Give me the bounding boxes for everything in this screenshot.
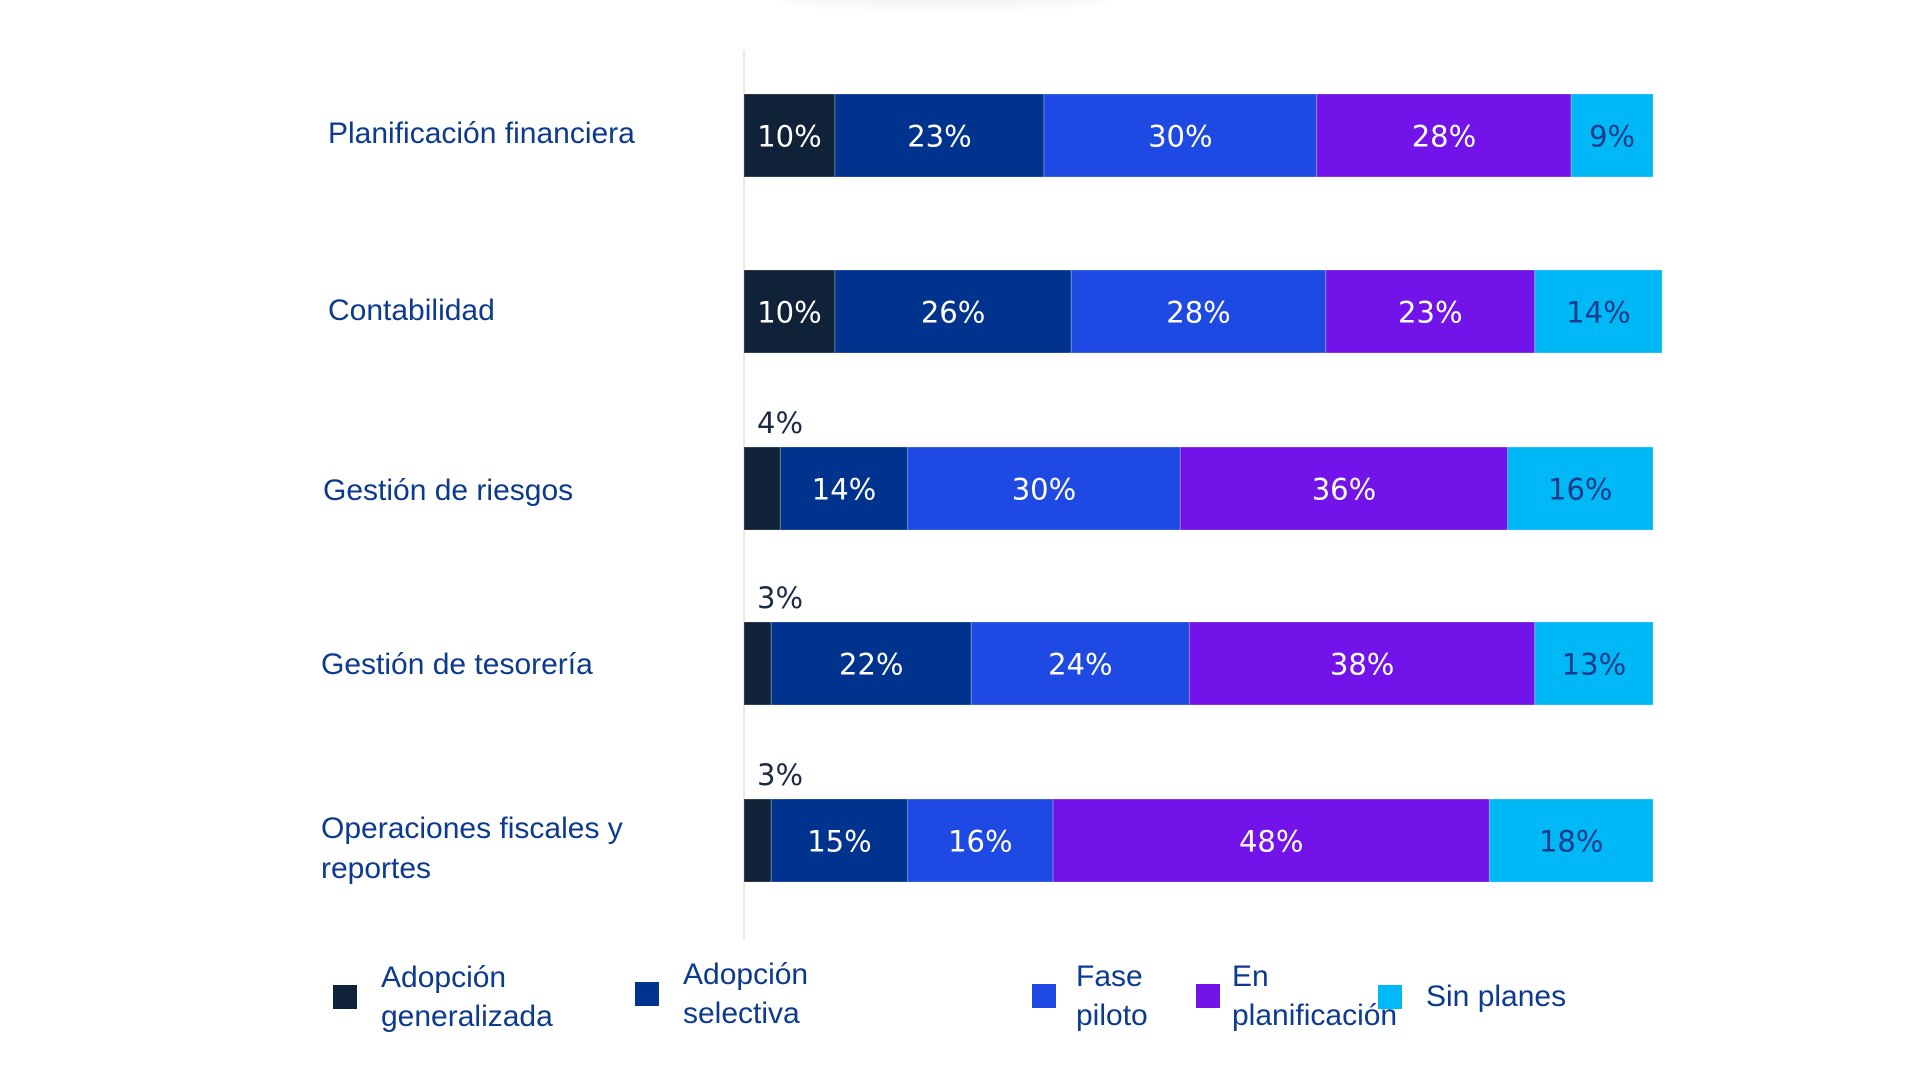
data-label: 14% <box>1566 296 1630 330</box>
bar-segment-sin-planes <box>1534 621 1654 706</box>
bar-group-planificacion-financiera: 10% 23% 30% 28% 9% <box>743 93 1654 178</box>
data-label: 23% <box>907 120 971 154</box>
bar-segment-en-planificacion <box>1325 269 1536 354</box>
data-label: 36% <box>1312 473 1376 507</box>
data-label: 30% <box>1012 473 1076 507</box>
category-label-operaciones-fiscales: Operaciones fiscales y reportes <box>321 812 623 885</box>
bar-group-gestion-de-riesgos: 4% 14% 30% 36% 16% <box>743 406 1654 531</box>
category-label-contabilidad: Contabilidad <box>328 294 495 327</box>
bar-group-gestion-de-tesoreria: 3% 22% 24% 38% 13% <box>743 581 1654 706</box>
legend-label: En planificación <box>1232 960 1398 1032</box>
bar-segment-adopcion-generalizada <box>743 621 772 706</box>
legend-label: Sin planes <box>1426 980 1567 1013</box>
bar-segment-fase-piloto <box>1043 93 1318 178</box>
bar-segment-adopcion-generalizada <box>743 93 836 178</box>
data-label: 16% <box>948 825 1012 859</box>
bar-segment-adopcion-selectiva <box>834 269 1072 354</box>
data-label: 16% <box>1548 473 1612 507</box>
bar-segment-adopcion-selectiva <box>834 93 1045 178</box>
data-label: 14% <box>812 473 876 507</box>
legend-swatch <box>635 982 659 1006</box>
bar-segment-en-planificacion <box>1052 798 1490 883</box>
data-label: 22% <box>839 648 903 682</box>
legend-item-en-planificacion: En planificación <box>1196 957 1397 1035</box>
legend-item-adopcion-generalizada: Adopción generalizada <box>333 958 553 1036</box>
legend-label: Fase piloto <box>1076 960 1148 1032</box>
data-label: 10% <box>757 296 821 330</box>
data-label: 26% <box>921 296 985 330</box>
bar-segment-en-planificacion <box>1179 446 1509 531</box>
bar-segment-sin-planes <box>1570 93 1654 178</box>
legend-swatch <box>1378 984 1402 1009</box>
data-label: 38% <box>1330 648 1394 682</box>
data-label: 9% <box>1589 120 1635 154</box>
legend-item-fase-piloto: Fase piloto <box>1032 957 1148 1035</box>
data-label: 13% <box>1562 648 1626 682</box>
data-label: 3% <box>757 581 803 615</box>
bar-group-contabilidad: 10% 26% 28% 23% 14% <box>743 269 1663 354</box>
legend-label: Adopción selectiva <box>683 958 809 1030</box>
bar-segment-adopcion-generalizada <box>743 446 781 531</box>
data-label: 10% <box>757 120 821 154</box>
data-label: 18% <box>1539 825 1603 859</box>
data-label: 30% <box>1148 120 1212 154</box>
legend-label: Adopción generalizada <box>381 961 553 1033</box>
data-label: 24% <box>1048 648 1112 682</box>
bar-segment-sin-planes <box>1507 446 1654 531</box>
data-label: 15% <box>807 825 871 859</box>
bar-segment-adopcion-selectiva <box>770 798 909 883</box>
category-label-tesoreria: Gestión de tesorería <box>321 648 593 681</box>
legend-swatch <box>1196 984 1220 1008</box>
bar-segment-sin-planes <box>1534 269 1663 354</box>
bar-segment-sin-planes <box>1488 798 1654 883</box>
legend-swatch <box>333 985 357 1009</box>
data-label: 4% <box>757 406 803 440</box>
data-label: 48% <box>1239 825 1303 859</box>
data-label: 28% <box>1166 296 1230 330</box>
bar-segment-fase-piloto <box>1070 269 1327 354</box>
top-shadow <box>780 0 1110 8</box>
category-label-riesgos: Gestión de riesgos <box>323 474 574 507</box>
legend-swatch <box>1032 984 1056 1008</box>
bar-segment-en-planificacion <box>1188 621 1536 706</box>
bar-group-operaciones-fiscales-y-reportes: 3%15% 16% 48% 18% <box>743 758 1654 883</box>
data-label: 23% <box>1398 296 1462 330</box>
data-label: 28% <box>1412 120 1476 154</box>
bar-segment-en-planificacion <box>1316 93 1572 178</box>
legend-item-adopcion-selectiva: Adopción selectiva <box>635 955 808 1033</box>
data-label: 3% <box>757 758 803 792</box>
bar-segment-adopcion-generalizada <box>743 798 772 883</box>
legend-item-sin-planes: Sin planes <box>1378 977 1566 1016</box>
bar-segment-fase-piloto <box>907 798 1054 883</box>
category-label-planificacion: Planificación financiera <box>328 117 635 150</box>
bar-segment-adopcion-generalizada <box>743 269 836 354</box>
bar-segment-fase-piloto <box>970 621 1190 706</box>
